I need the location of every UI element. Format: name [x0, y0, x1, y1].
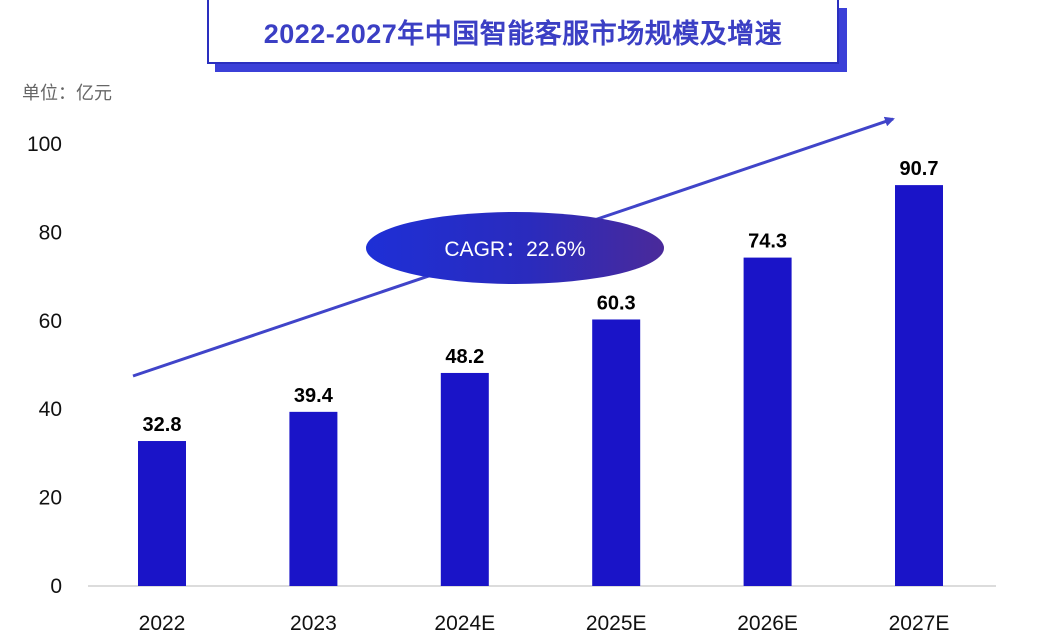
- bar-value-label: 32.8: [143, 414, 182, 436]
- bar: [440, 372, 489, 586]
- y-tick-label: 40: [39, 398, 62, 421]
- bar: [289, 411, 338, 586]
- bar-value-label: 90.7: [900, 158, 939, 180]
- chart-title-box: 2022-2027年中国智能客服市场规模及增速: [207, 0, 839, 64]
- chart-title: 2022-2027年中国智能客服市场规模及增速: [263, 18, 783, 49]
- x-tick-label: 2024E: [434, 612, 495, 635]
- cagr-label: CAGR：22.6%: [444, 238, 586, 261]
- cagr-ellipse: CAGR：22.6%: [366, 212, 664, 284]
- bar: [895, 185, 943, 586]
- bar-value-label: 74.3: [748, 231, 787, 253]
- x-tick-label: 2027E: [889, 612, 950, 635]
- y-tick-label: 20: [39, 487, 62, 510]
- x-tick-label: 2023: [290, 612, 337, 635]
- y-tick-label: 100: [27, 133, 62, 156]
- x-tick-label: 2026E: [737, 612, 798, 635]
- bar-value-label: 60.3: [597, 292, 636, 314]
- x-tick-label: 2025E: [586, 612, 647, 635]
- bar: [138, 441, 186, 586]
- x-tick-label: 2022: [139, 612, 186, 635]
- y-tick-label: 80: [39, 221, 62, 244]
- unit-label: 单位：亿元: [22, 83, 112, 103]
- bar: [743, 257, 792, 586]
- y-tick-label: 0: [50, 575, 62, 598]
- bar-value-label: 48.2: [445, 346, 484, 368]
- bar-value-label: 39.4: [294, 385, 334, 407]
- y-tick-label: 60: [39, 310, 62, 333]
- bar: [592, 319, 641, 586]
